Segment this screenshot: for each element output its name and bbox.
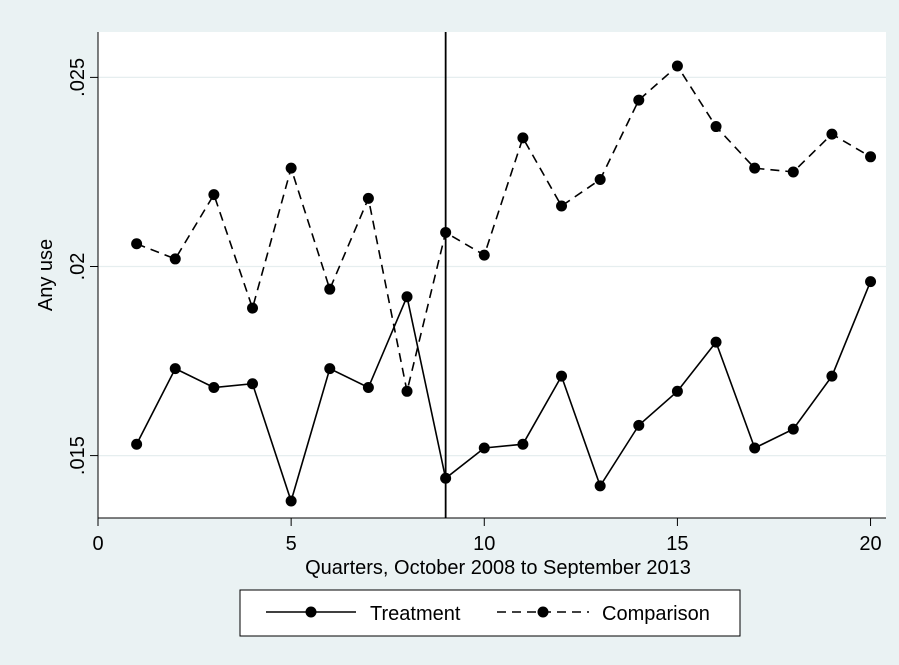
gridlines (98, 76, 886, 457)
point-treatment (362, 382, 374, 394)
point-treatment (556, 370, 568, 382)
y-axis-title: Any use (35, 239, 57, 311)
point-treatment (285, 495, 297, 507)
point-comparison (826, 128, 838, 140)
point-comparison (401, 385, 413, 397)
series-line-treatment (135, 281, 872, 504)
point-comparison (440, 226, 452, 238)
series-line-comparison (136, 64, 871, 392)
series (131, 60, 877, 507)
point-comparison (865, 151, 877, 163)
point-comparison (131, 238, 143, 250)
legend-label-comparison: Comparison (602, 603, 710, 625)
x-tick-label: 15 (666, 533, 688, 555)
y-tick-label: .025 (67, 58, 89, 97)
point-treatment (787, 423, 799, 435)
axes: .015 .02 .025 0 5 10 15 20 (67, 32, 886, 555)
point-treatment (401, 291, 413, 303)
point-comparison (749, 162, 761, 174)
point-treatment (131, 438, 143, 450)
point-treatment (440, 472, 452, 484)
point-treatment (671, 385, 683, 397)
point-comparison (285, 162, 297, 174)
point-treatment (517, 438, 529, 450)
point-comparison (478, 249, 490, 261)
plot-area (98, 32, 886, 518)
point-comparison (247, 302, 259, 314)
point-treatment (169, 363, 181, 375)
point-treatment (710, 336, 722, 348)
legend: Treatment Comparison (239, 589, 741, 637)
point-treatment (478, 442, 490, 454)
y-tick-label: .02 (67, 253, 89, 281)
point-comparison (594, 174, 606, 186)
point-comparison (208, 189, 220, 201)
legend-marker-treatment (305, 606, 317, 618)
point-comparison (556, 200, 568, 212)
point-treatment (826, 370, 838, 382)
legend-box (239, 589, 741, 637)
y-tick-label: .015 (67, 436, 89, 475)
point-comparison (671, 60, 683, 72)
point-treatment (208, 382, 220, 394)
legend-label-treatment: Treatment (370, 603, 461, 625)
x-tick-label: 0 (92, 533, 103, 555)
point-treatment (865, 276, 877, 288)
point-comparison (169, 253, 181, 265)
point-comparison (517, 132, 529, 144)
point-treatment (594, 480, 606, 492)
point-treatment (247, 378, 259, 390)
legend-marker-comparison (537, 606, 549, 618)
x-tick-label: 20 (859, 533, 881, 555)
x-axis-title: Quarters, October 2008 to September 2013 (305, 557, 691, 579)
point-comparison (633, 94, 645, 106)
point-treatment (633, 419, 645, 431)
x-tick-label: 5 (286, 533, 297, 555)
point-comparison (787, 166, 799, 178)
point-comparison (324, 283, 336, 295)
point-comparison (362, 192, 374, 204)
x-tick-label: 10 (473, 533, 495, 555)
point-treatment (749, 442, 761, 454)
point-comparison (710, 121, 722, 133)
point-treatment (324, 363, 336, 375)
